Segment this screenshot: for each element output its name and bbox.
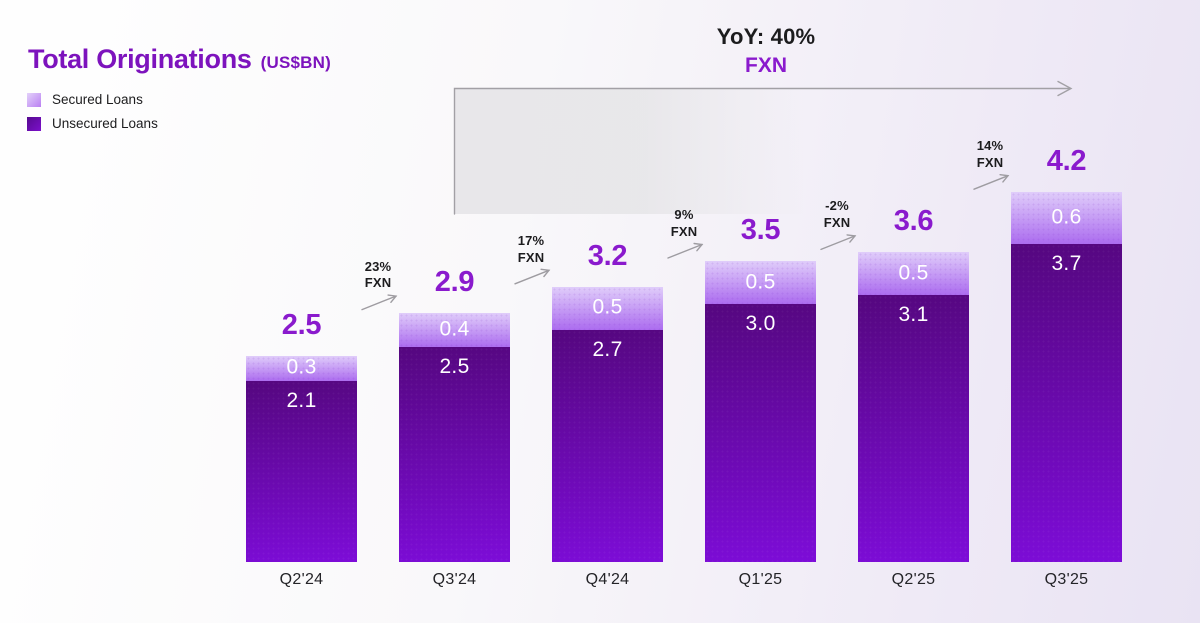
yoy-fxn-label: FXN — [745, 54, 787, 78]
unsecured-value-label: 3.1 — [898, 303, 929, 327]
x-axis-label: Q1'25 — [738, 571, 783, 588]
legend-item-secured: Secured Loans — [27, 92, 158, 107]
growth-arrow-icon — [667, 242, 704, 259]
legend-label-unsecured: Unsecured Loans — [52, 116, 158, 131]
bar-group: 0.5 3.1 — [858, 252, 969, 562]
secured-value-label: 0.5 — [898, 261, 929, 285]
x-axis-label: Q3'24 — [432, 571, 477, 588]
qoq-growth-annotation: 23% FXN — [333, 259, 423, 295]
unsecured-value-label: 2.7 — [592, 337, 623, 361]
unsecured-value-label: 3.7 — [1051, 251, 1082, 275]
legend-label-secured: Secured Loans — [52, 92, 143, 107]
bar-segment-unsecured: 3.1 — [858, 295, 969, 562]
bar-segment-secured: 0.3 — [246, 355, 357, 382]
bar-group: 0.5 2.7 — [552, 286, 663, 562]
bar-total-label: 3.6 — [893, 205, 934, 238]
bar-total-label: 2.9 — [434, 265, 475, 298]
qoq-growth-pct: -2% — [825, 198, 849, 214]
legend-item-unsecured: Unsecured Loans — [27, 116, 158, 131]
qoq-growth-pct: 17% — [517, 232, 545, 248]
bar-group: 0.4 2.5 — [399, 312, 510, 562]
unsecured-value-label: 2.1 — [286, 389, 317, 413]
yoy-highlight-panel — [454, 89, 804, 214]
bar-total-label: 2.5 — [281, 308, 322, 341]
unsecured-value-label: 3.0 — [745, 312, 776, 335]
bar-segment-secured: 0.4 — [399, 312, 510, 347]
bar-total-label: 3.5 — [740, 214, 781, 246]
bar-segment-unsecured: 2.7 — [552, 329, 663, 562]
yoy-growth-label: YoY: 40% — [716, 24, 816, 49]
bar-group: 0.5 3.0 — [705, 261, 816, 562]
chart-title: Total Originations — [28, 44, 252, 74]
bar-segment-unsecured: 3.0 — [705, 304, 816, 562]
qoq-growth-pct: 9% — [674, 207, 694, 222]
qoq-growth-pct: 23% — [364, 258, 392, 274]
qoq-growth-fxn: FXN — [670, 223, 698, 239]
bar-segment-secured: 0.5 — [552, 286, 663, 330]
chart-title-unit: (US$BN) — [260, 53, 331, 72]
bar-segment-secured: 0.6 — [1011, 192, 1122, 244]
growth-arrow-icon — [361, 294, 398, 311]
yoy-banner: YoY: 40% FXN — [666, 24, 866, 79]
secured-value-label: 0.3 — [286, 356, 317, 380]
bar-group: 0.3 2.1 — [246, 355, 357, 562]
bar-segment-unsecured: 2.1 — [246, 381, 357, 562]
qoq-growth-annotation: -2% FXN — [792, 198, 882, 234]
qoq-growth-fxn: FXN — [976, 155, 1004, 171]
x-axis-label: Q2'24 — [279, 571, 324, 588]
secured-value-label: 0.5 — [745, 270, 776, 294]
secured-value-label: 0.6 — [1051, 205, 1082, 229]
bar-total-label: 3.2 — [587, 239, 628, 272]
legend: Secured Loans Unsecured Loans — [27, 92, 158, 131]
secured-value-label: 0.4 — [439, 317, 470, 341]
qoq-growth-annotation: 9% FXN — [639, 207, 729, 243]
growth-arrow-icon — [820, 234, 857, 251]
bar-segment-secured: 0.5 — [705, 261, 816, 304]
secured-value-label: 0.5 — [592, 295, 623, 319]
qoq-growth-pct: 14% — [976, 138, 1004, 154]
bar-group: 0.6 3.7 — [1011, 192, 1122, 562]
x-axis-label: Q2'25 — [891, 571, 936, 588]
x-axis-label: Q3'25 — [1044, 571, 1089, 588]
growth-arrow-icon — [514, 268, 551, 285]
bar-total-label: 4.2 — [1046, 145, 1087, 178]
page-title: Total Originations (US$BN) — [28, 44, 331, 75]
bar-segment-unsecured: 3.7 — [1011, 243, 1122, 562]
qoq-growth-annotation: 14% FXN — [945, 138, 1035, 174]
secured-swatch-icon — [27, 92, 41, 107]
unsecured-value-label: 2.5 — [439, 354, 470, 378]
bar-segment-unsecured: 2.5 — [399, 346, 510, 562]
qoq-growth-fxn: FXN — [364, 275, 392, 291]
x-axis-label: Q4'24 — [585, 571, 630, 588]
unsecured-swatch-icon — [27, 116, 41, 131]
qoq-growth-fxn: FXN — [517, 249, 545, 265]
bar-segment-secured: 0.5 — [858, 252, 969, 296]
growth-arrow-icon — [973, 174, 1010, 190]
qoq-growth-annotation: 17% FXN — [486, 233, 576, 269]
qoq-growth-fxn: FXN — [823, 215, 851, 231]
